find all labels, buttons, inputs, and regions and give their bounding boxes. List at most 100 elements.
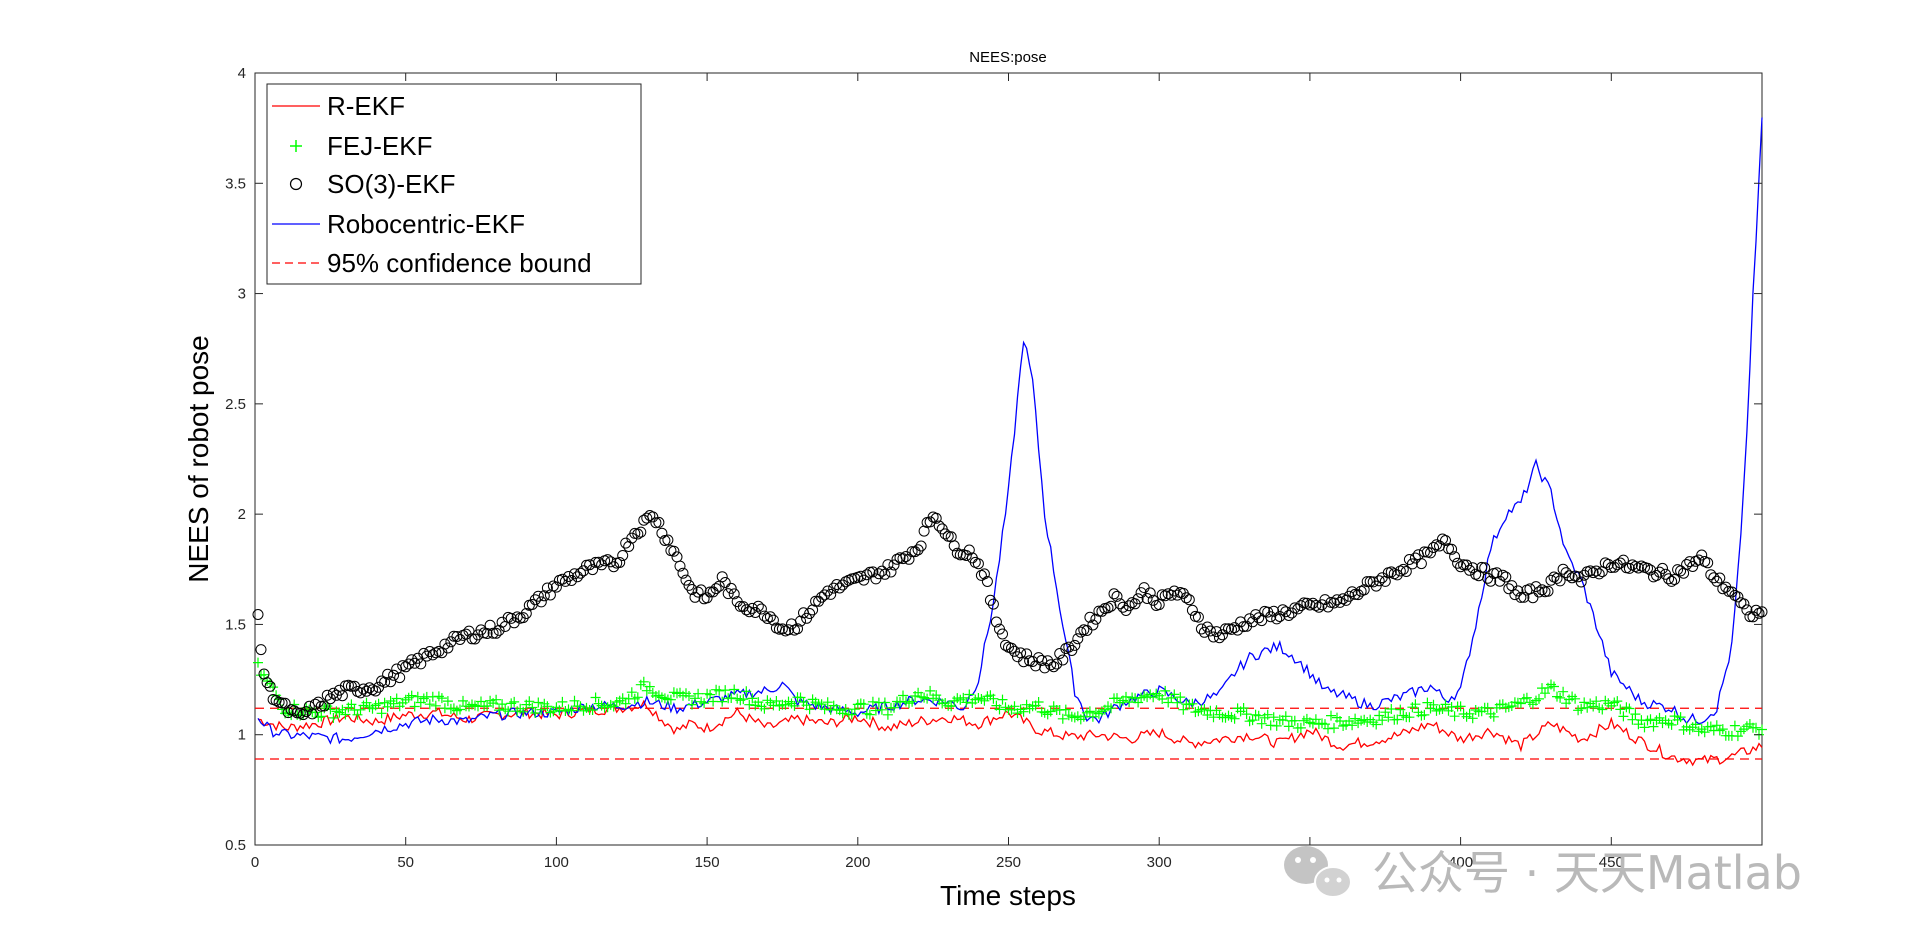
- y-tick-label: 1.5: [225, 616, 246, 633]
- plus-marker: [590, 692, 601, 703]
- circle-marker: [566, 575, 577, 586]
- plus-marker: [406, 690, 417, 701]
- circle-marker: [834, 582, 846, 594]
- legend-entry-fej-ekf: FEJ-EKF: [290, 131, 432, 161]
- plus-marker: [1371, 719, 1382, 730]
- plus-marker: [1645, 714, 1656, 725]
- circle-marker: [481, 628, 493, 639]
- plus-marker: [1455, 701, 1466, 712]
- circle-marker: [1566, 572, 1578, 584]
- plus-marker: [946, 701, 957, 712]
- plus-marker: [316, 711, 327, 722]
- circle-marker: [773, 623, 785, 635]
- circle-marker: [1153, 599, 1165, 611]
- circle-marker: [1147, 594, 1159, 606]
- circle-marker: [1018, 656, 1030, 668]
- circle-marker: [1714, 572, 1726, 584]
- circle-marker: [725, 582, 737, 594]
- circle-marker: [1057, 654, 1069, 666]
- circle-marker: [1075, 626, 1087, 638]
- circle-marker: [1198, 626, 1210, 638]
- circle-marker: [1111, 590, 1123, 602]
- plus-marker: [687, 699, 697, 710]
- plus-marker: [840, 704, 851, 714]
- plus-marker: [867, 696, 878, 707]
- circle-marker: [406, 654, 418, 666]
- plus-marker: [644, 681, 655, 692]
- plus-marker: [518, 706, 529, 717]
- chart-title: NEES:pose: [969, 49, 1047, 66]
- circle-marker: [370, 685, 382, 697]
- plus-marker: [804, 704, 815, 715]
- plus-marker: [699, 698, 710, 709]
- plus-marker: [1410, 699, 1421, 710]
- circle-marker: [1593, 568, 1605, 580]
- circle-marker: [1497, 569, 1509, 581]
- circle-marker: [1440, 535, 1451, 546]
- circle-marker: [897, 553, 909, 565]
- circle-marker: [879, 568, 891, 580]
- circle-marker: [1084, 611, 1096, 623]
- circle-marker: [1186, 604, 1198, 616]
- circle-marker: [333, 684, 345, 696]
- plus-marker: [1329, 723, 1339, 734]
- circle-marker: [439, 638, 451, 650]
- circle-marker: [382, 668, 394, 680]
- circle-marker: [1292, 603, 1304, 615]
- plus-marker: [1283, 721, 1294, 732]
- circle-marker: [701, 592, 713, 604]
- circle-marker: [1530, 581, 1542, 593]
- circle-marker: [1036, 655, 1048, 666]
- circle-marker: [463, 625, 475, 637]
- legend-entry-confidence-bound: 95% confidence bound: [272, 248, 592, 278]
- circle-marker: [264, 680, 276, 692]
- circle-marker: [1334, 596, 1346, 608]
- circle-marker: [1229, 622, 1241, 634]
- circle-marker: [978, 568, 990, 580]
- plus-marker: [1157, 694, 1168, 704]
- circle-marker: [1464, 564, 1476, 576]
- plus-marker: [720, 685, 731, 696]
- circle-marker: [297, 709, 309, 721]
- plus-marker: [1612, 696, 1623, 707]
- circle-marker: [424, 646, 436, 657]
- circle-marker: [1331, 594, 1343, 606]
- circle-marker: [336, 690, 348, 702]
- circle-marker: [1515, 591, 1527, 603]
- circle-marker: [1702, 557, 1714, 569]
- circle-marker: [1485, 575, 1497, 587]
- plus-marker: [1199, 704, 1210, 715]
- circle-marker: [1253, 612, 1265, 624]
- plus-marker: [705, 689, 716, 700]
- circle-marker: [680, 574, 692, 586]
- circle-marker: [1271, 613, 1283, 625]
- plus-marker: [747, 693, 758, 704]
- circle-marker: [1201, 621, 1213, 633]
- circle-marker: [656, 527, 668, 539]
- plus-marker: [1711, 720, 1722, 731]
- circle-marker: [888, 559, 900, 571]
- legend-label: 95% confidence bound: [327, 248, 592, 278]
- circle-marker: [578, 565, 589, 577]
- plus-marker: [527, 702, 538, 713]
- circle-marker: [1409, 552, 1421, 564]
- plus-marker: [346, 699, 357, 710]
- plus-marker: [1482, 702, 1493, 713]
- plus-marker: [1247, 715, 1258, 726]
- legend-entry-r-ekf: R-EKF: [272, 91, 405, 121]
- plus-marker: [759, 703, 770, 714]
- circle-marker: [520, 608, 532, 619]
- circle-marker: [1072, 633, 1084, 645]
- circle-marker: [493, 624, 505, 636]
- plus-marker: [1576, 703, 1587, 714]
- plus-marker: [497, 699, 508, 710]
- plus-marker: [509, 696, 520, 707]
- circle-marker: [752, 600, 764, 612]
- plus-marker: [665, 694, 676, 705]
- circle-marker: [1244, 613, 1256, 625]
- circle-marker: [822, 585, 834, 597]
- circle-marker: [1666, 575, 1678, 587]
- plus-marker: [569, 695, 580, 706]
- watermark-text: 公众号 · 天天Matlab: [1372, 846, 1802, 900]
